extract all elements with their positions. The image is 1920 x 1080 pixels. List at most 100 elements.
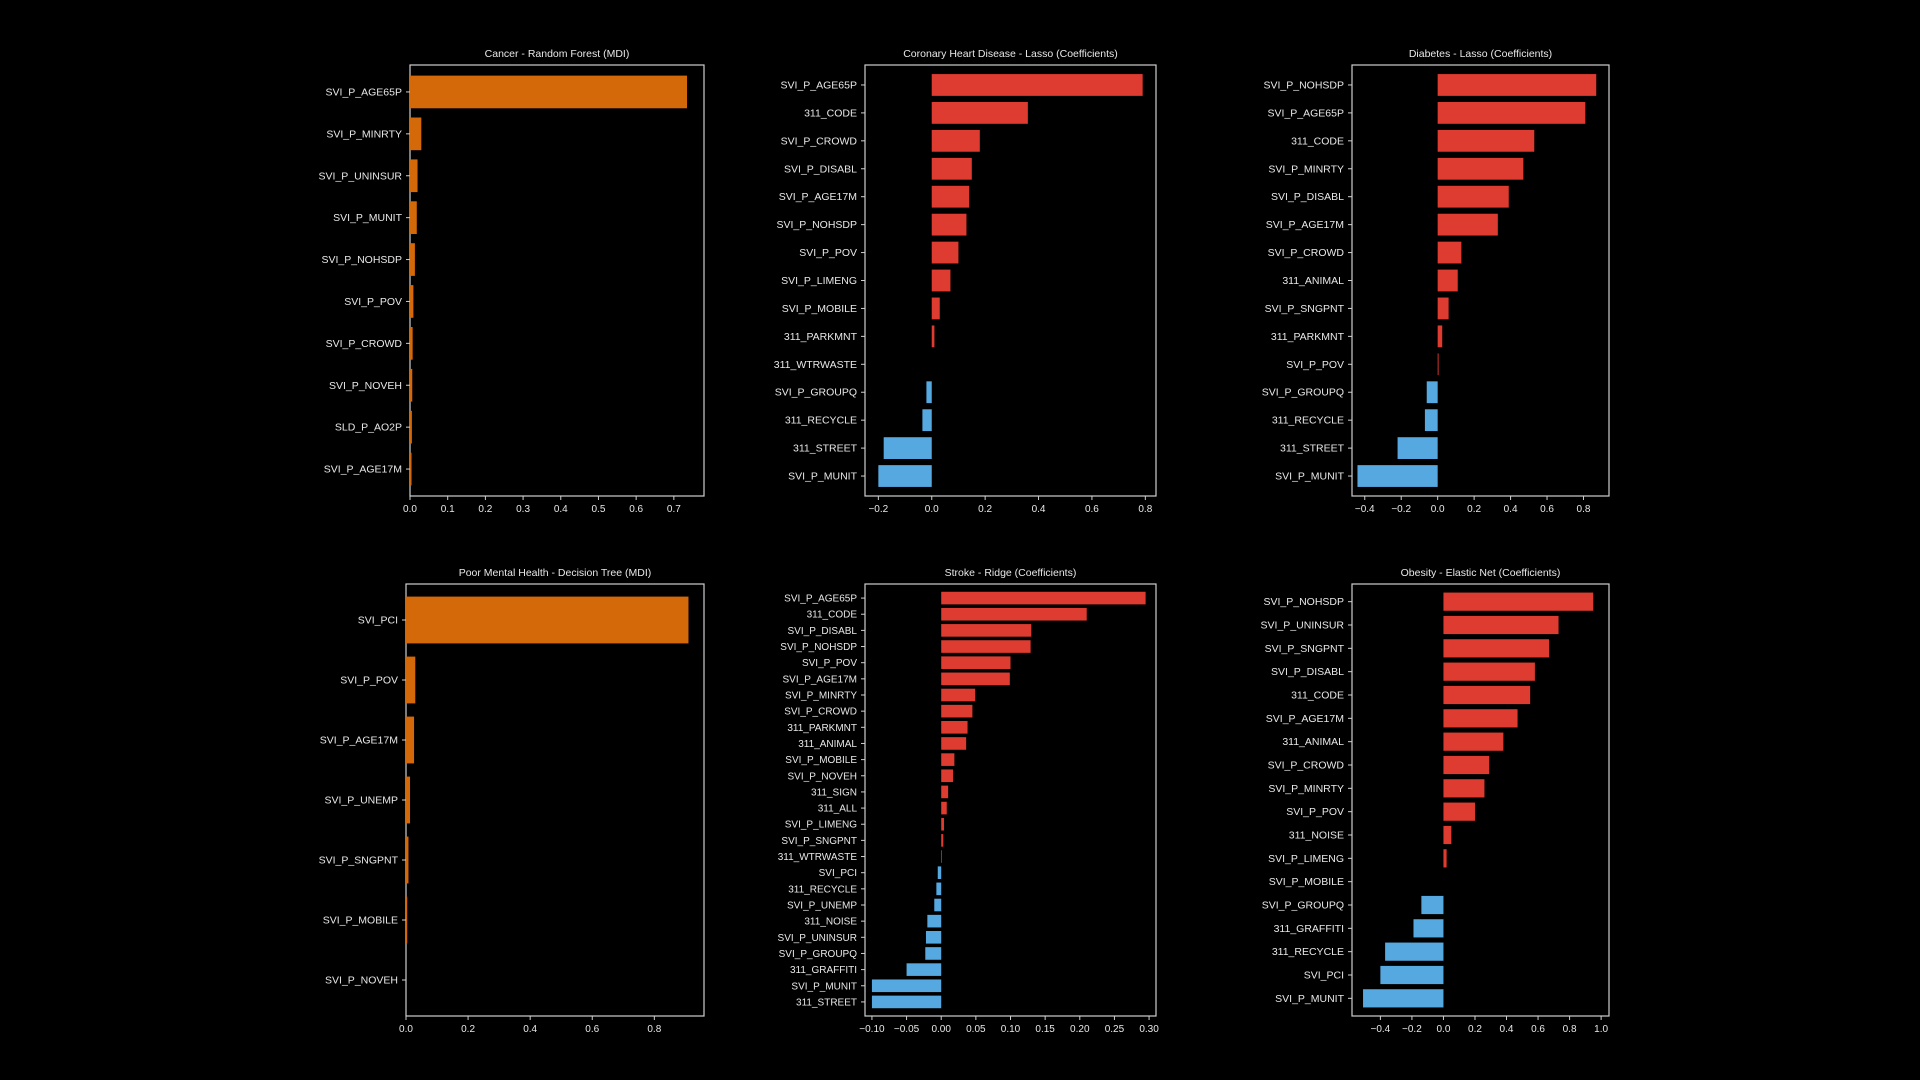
category-label: SVI_P_SNGPNT: [1265, 643, 1345, 655]
category-label: SVI_P_DISABL: [784, 163, 857, 175]
plot-frame: [405, 583, 705, 1017]
category-label: 311_ANIMAL: [1282, 275, 1344, 287]
bar: [406, 656, 416, 704]
chart-obesity: Obesity - Elastic Net (Coefficients) SVI_…: [1261, 567, 1610, 1035]
bar: [1363, 989, 1444, 1008]
bar: [406, 896, 408, 944]
x-tick-label: 0.0: [925, 504, 939, 515]
category-label: 311_GRAFFITI: [790, 965, 857, 976]
x-tick-label: 0.2: [978, 504, 992, 515]
category-label: SVI_P_AGE65P: [784, 594, 857, 605]
category-label: SVI_P_NOHSDP: [1263, 79, 1344, 91]
bar: [941, 704, 973, 718]
category-label: SVI_P_AGE65P: [781, 79, 857, 91]
category-label: SVI_P_LIMENG: [1268, 853, 1344, 865]
category-label: 311_STREET: [796, 997, 857, 1008]
category-label: SLD_P_AO2P: [335, 422, 402, 434]
bar: [1443, 685, 1531, 705]
category-label: SVI_P_LIMENG: [785, 820, 857, 831]
category-label: 311_STREET: [1280, 443, 1345, 455]
plot-frame: [1351, 583, 1610, 1017]
x-tick-label: 0.7: [667, 504, 681, 515]
x-tick-label: 0.6: [1540, 504, 1554, 515]
x-tick-label: 0.1: [441, 504, 455, 515]
category-label: SVI_P_SNGPNT: [781, 836, 857, 847]
x-tick-label: 0.0: [399, 1024, 413, 1035]
bar: [410, 410, 412, 444]
category-label: SVI_P_NOVEH: [325, 975, 398, 987]
bar: [931, 297, 940, 320]
x-tick-label: 0.8: [1138, 504, 1152, 515]
x-tick-label: 0.4: [523, 1024, 537, 1035]
category-label: SVI_P_MINRTY: [785, 691, 857, 702]
x-tick-label: 0.10: [1001, 1024, 1021, 1035]
bar: [1437, 213, 1498, 236]
x-tick-label: 0.6: [585, 1024, 599, 1035]
category-label: 311_PARKMNT: [784, 331, 858, 343]
x-tick-label: 0.8: [1577, 504, 1591, 515]
bar: [871, 995, 942, 1009]
bar: [1443, 615, 1559, 635]
category-label: 311_NOISE: [804, 917, 857, 928]
chart-title: Diabetes - Lasso (Coefficients): [1409, 48, 1552, 60]
plot-frame: [1351, 64, 1610, 497]
plot-frame: [864, 64, 1157, 497]
category-label: SVI_P_UNINSUR: [778, 933, 857, 944]
category-label: 311_PARKMNT: [1271, 331, 1345, 343]
bar: [941, 607, 1087, 621]
x-tick-label: 0.2: [461, 1024, 475, 1035]
category-label: SVI_P_AGE17M: [779, 191, 857, 203]
chart-title: Coronary Heart Disease - Lasso (Coeffici…: [903, 48, 1118, 60]
bar: [934, 898, 942, 912]
bar: [931, 213, 967, 236]
category-label: SVI_P_DISABL: [1271, 191, 1344, 203]
category-label: SVI_P_NOHSDP: [776, 219, 857, 231]
x-tick-label: 0.2: [478, 504, 492, 515]
category-label: 311_CODE: [807, 610, 858, 621]
bar: [931, 74, 1143, 96]
bar: [941, 801, 947, 815]
bar: [883, 437, 932, 459]
bar: [941, 785, 949, 799]
category-label: SVI_P_GROUPQ: [779, 949, 858, 960]
bar: [410, 368, 413, 402]
bar: [410, 285, 414, 318]
bar: [941, 850, 942, 863]
category-label: SVI_P_AGE17M: [320, 735, 398, 747]
x-tick-label: 0.8: [647, 1024, 661, 1035]
category-label: SVI_P_AGE65P: [326, 86, 402, 98]
bar: [941, 672, 1010, 686]
category-label: SVI_P_POV: [1286, 806, 1344, 818]
bar: [941, 721, 968, 734]
category-label: SVI_P_SNGPNT: [1265, 303, 1345, 315]
chart-stroke: Stroke - Ridge (Coefficients) SVI_P_AGE65…: [778, 567, 1160, 1035]
category-label: 311_RECYCLE: [785, 415, 857, 427]
x-tick-label: 0.4: [554, 504, 568, 515]
category-label: 311_SIGN: [811, 787, 857, 798]
bar: [931, 102, 1028, 124]
category-label: SVI_P_MINRTY: [1268, 163, 1344, 175]
bar: [931, 325, 935, 348]
bar: [1437, 102, 1586, 124]
category-label: SVI_P_NOHSDP: [1263, 596, 1344, 608]
plot-frame: [409, 64, 705, 497]
chart-title: Cancer - Random Forest (MDI): [485, 48, 630, 60]
category-label: SVI_P_AGE17M: [1266, 219, 1344, 231]
bar: [1443, 732, 1504, 751]
chart-title: Stroke - Ridge (Coefficients): [945, 567, 1077, 579]
category-label: 311_RECYCLE: [1272, 415, 1344, 427]
category-label: SVI_P_POV: [802, 658, 857, 669]
category-label: SVI_P_AGE65P: [1268, 107, 1344, 119]
bar: [1443, 825, 1452, 845]
bar: [1437, 325, 1443, 348]
category-label: SVI_P_SNGPNT: [319, 855, 399, 867]
category-label: SVI_P_NOHSDP: [780, 642, 857, 653]
category-label: 311_CODE: [804, 107, 857, 119]
category-label: SVI_P_MUNIT: [791, 981, 857, 992]
bar: [1443, 592, 1594, 611]
category-label: SVI_P_MUNIT: [788, 471, 857, 483]
bar: [410, 159, 418, 193]
bar: [941, 688, 976, 702]
bar: [1443, 849, 1447, 868]
category-label: SVI_P_MOBILE: [785, 755, 857, 766]
